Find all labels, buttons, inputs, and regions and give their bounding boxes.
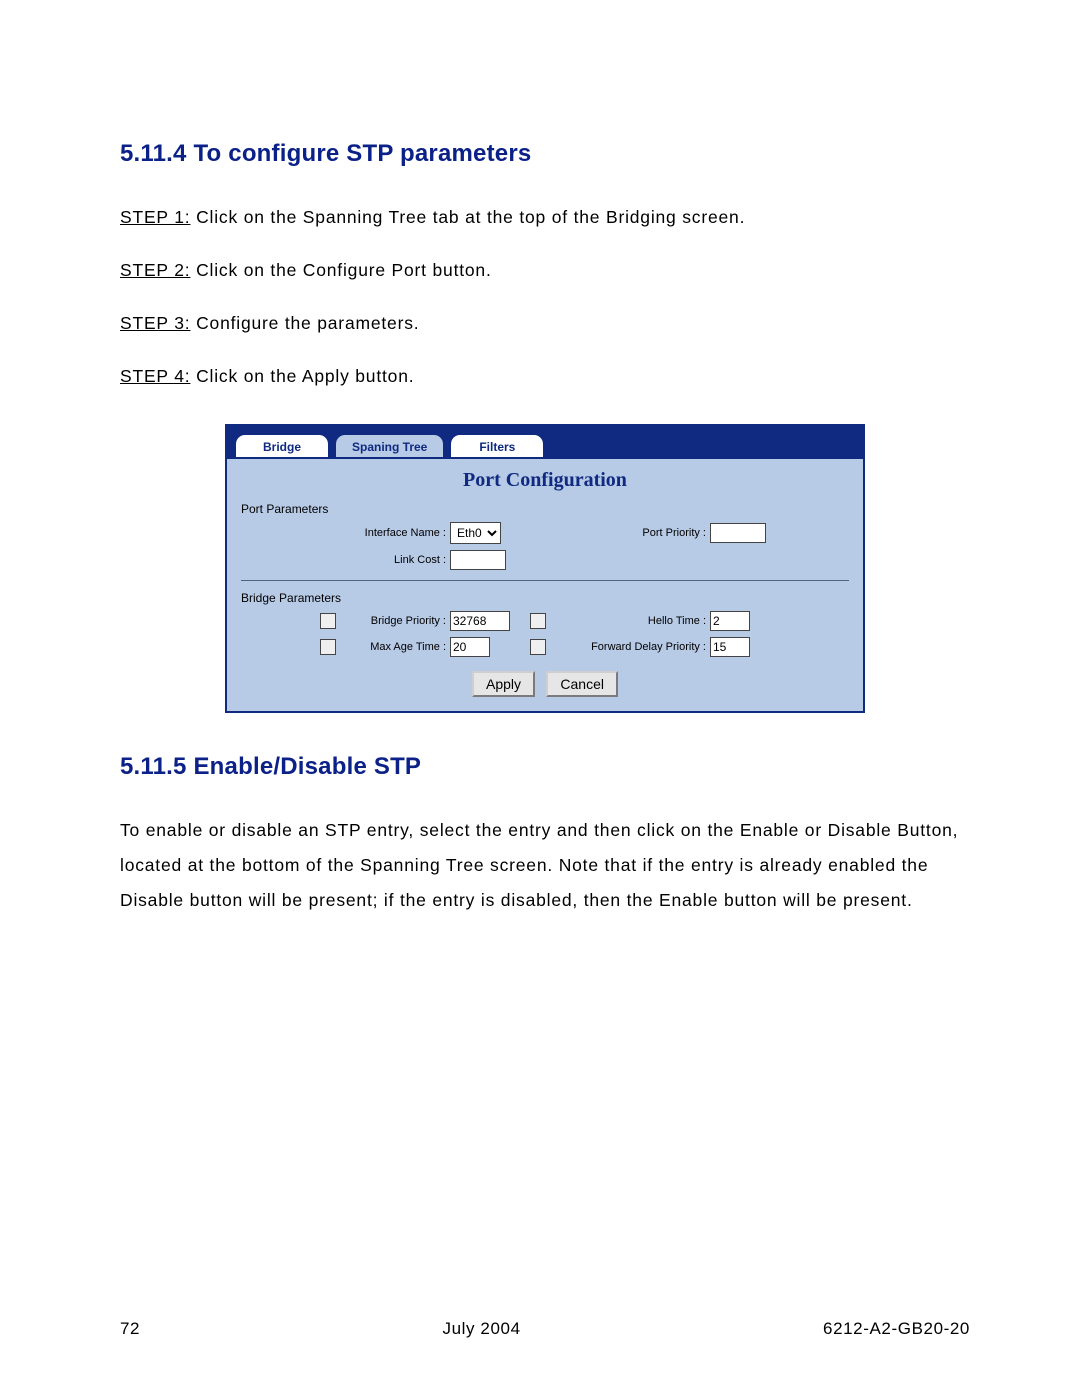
step-1-text: Click on the Spanning Tree tab at the to… <box>190 207 745 227</box>
bridge-priority-label: Bridge Priority : <box>350 615 450 627</box>
forward-delay-label: Forward Delay Priority : <box>580 641 710 653</box>
tab-spanning-tree[interactable]: Spaning Tree <box>335 434 444 457</box>
step-2: STEP 2: Click on the Configure Port butt… <box>120 253 970 288</box>
tab-filters[interactable]: Filters <box>450 434 544 457</box>
footer-date: July 2004 <box>442 1319 520 1339</box>
hello-time-input[interactable] <box>710 611 750 631</box>
step-2-label: STEP 2: <box>120 260 190 280</box>
max-age-label: Max Age Time : <box>350 641 450 653</box>
link-cost-input[interactable] <box>450 550 506 570</box>
step-1: STEP 1: Click on the Spanning Tree tab a… <box>120 200 970 235</box>
bridge-priority-input[interactable] <box>450 611 510 631</box>
section-5-11-5-body: To enable or disable an STP entry, selec… <box>120 813 970 918</box>
link-cost-label: Link Cost : <box>350 554 450 566</box>
cancel-button[interactable]: Cancel <box>546 671 618 697</box>
tab-bridge[interactable]: Bridge <box>235 434 329 457</box>
forward-delay-checkbox[interactable] <box>530 639 546 655</box>
port-priority-label: Port Priority : <box>580 527 710 539</box>
section-heading-5-11-5: 5.11.5 Enable/Disable STP <box>120 753 970 781</box>
step-2-text: Click on the Configure Port button. <box>190 260 491 280</box>
max-age-checkbox[interactable] <box>320 639 336 655</box>
footer-page-number: 72 <box>120 1319 140 1339</box>
interface-name-label: Interface Name : <box>350 527 450 539</box>
apply-button[interactable]: Apply <box>472 671 535 697</box>
forward-delay-input[interactable] <box>710 637 750 657</box>
step-3: STEP 3: Configure the parameters. <box>120 306 970 341</box>
separator <box>241 580 849 581</box>
footer-doc-id: 6212-A2-GB20-20 <box>823 1319 970 1339</box>
section-heading-5-11-4: 5.11.4 To configure STP parameters <box>120 140 970 168</box>
tab-row: Bridge Spaning Tree Filters <box>227 426 863 456</box>
step-4-label: STEP 4: <box>120 366 190 386</box>
port-parameters-label: Port Parameters <box>241 502 851 516</box>
step-3-text: Configure the parameters. <box>190 313 419 333</box>
step-4: STEP 4: Click on the Apply button. <box>120 359 970 394</box>
interface-name-select[interactable]: Eth0 <box>450 522 501 544</box>
page-footer: 72 July 2004 6212-A2-GB20-20 <box>120 1319 970 1339</box>
max-age-input[interactable] <box>450 637 490 657</box>
hello-time-checkbox[interactable] <box>530 613 546 629</box>
step-1-label: STEP 1: <box>120 207 190 227</box>
hello-time-label: Hello Time : <box>580 615 710 627</box>
bridge-priority-checkbox[interactable] <box>320 613 336 629</box>
panel-title: Port Configuration <box>239 469 851 492</box>
step-4-text: Click on the Apply button. <box>190 366 414 386</box>
port-priority-input[interactable] <box>710 523 766 543</box>
port-config-screenshot: Bridge Spaning Tree Filters Port Configu… <box>225 424 865 713</box>
bridge-parameters-label: Bridge Parameters <box>241 591 851 605</box>
step-3-label: STEP 3: <box>120 313 190 333</box>
